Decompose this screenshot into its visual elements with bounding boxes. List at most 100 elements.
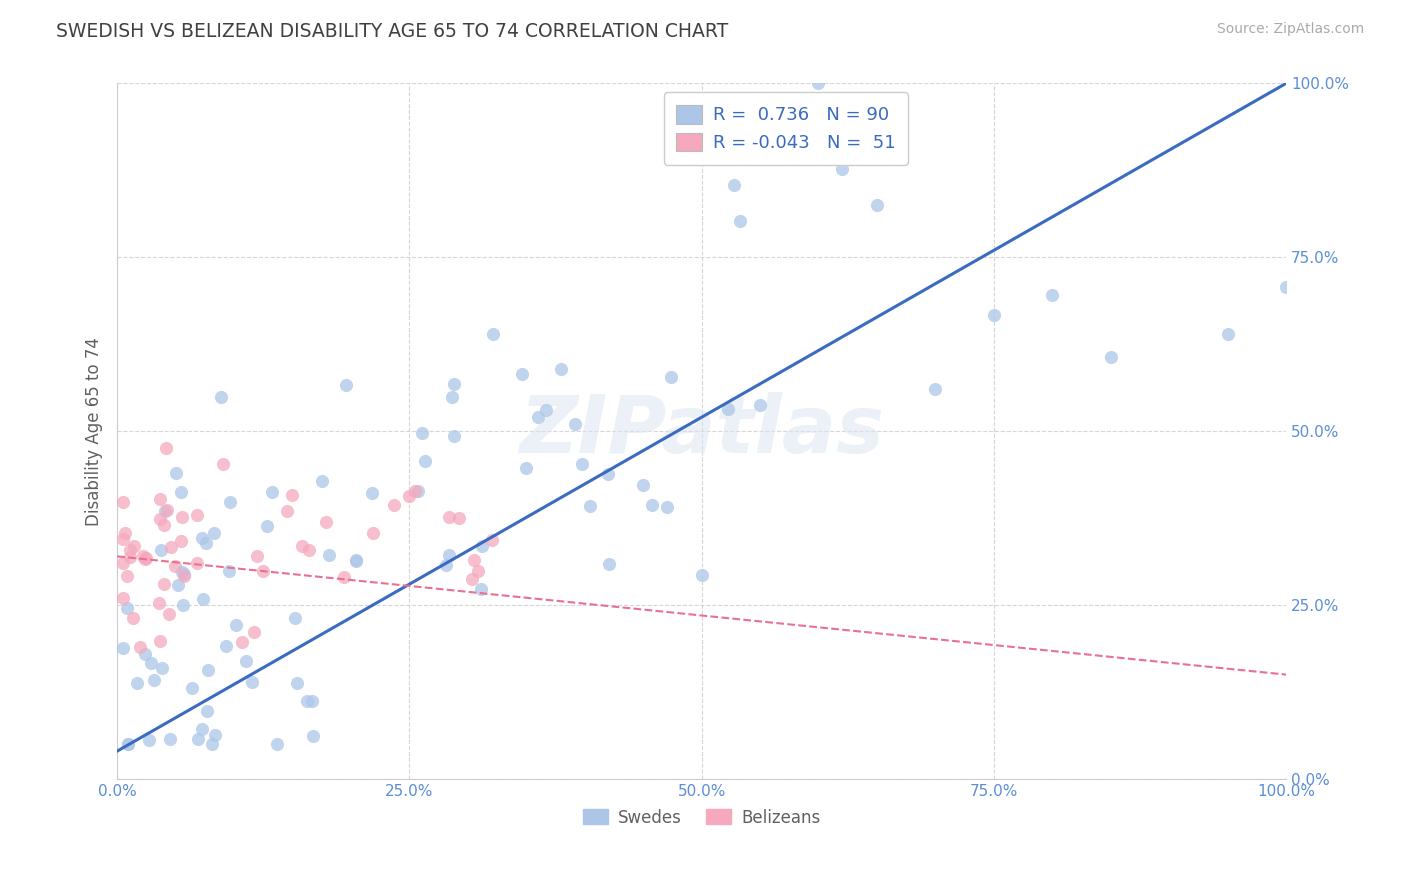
Point — [252, 565, 274, 579]
Point — [550, 362, 572, 376]
Point — [152, 577, 174, 591]
Point — [471, 539, 494, 553]
Point — [204, 728, 226, 742]
Point — [167, 577, 190, 591]
Point — [142, 673, 165, 687]
Point — [170, 534, 193, 549]
Point — [924, 382, 946, 396]
Point — [112, 556, 135, 570]
Point — [831, 161, 853, 176]
Point — [807, 77, 830, 91]
Point — [866, 198, 889, 212]
Point — [112, 591, 135, 605]
Point — [413, 454, 436, 468]
Point — [127, 676, 149, 690]
Text: ZIPatlas: ZIPatlas — [519, 392, 884, 470]
Point — [1275, 280, 1298, 294]
Point — [157, 607, 180, 621]
Point — [155, 441, 177, 455]
Point — [315, 515, 337, 529]
Point — [172, 510, 194, 524]
Point — [120, 542, 142, 557]
Point — [231, 635, 253, 649]
Point — [120, 549, 142, 564]
Point — [298, 542, 321, 557]
Point — [382, 498, 405, 512]
Point — [404, 483, 426, 498]
Point — [344, 554, 367, 568]
Point — [443, 376, 465, 391]
Point — [165, 558, 187, 573]
Point — [318, 548, 340, 562]
Point — [193, 591, 215, 606]
Point — [124, 539, 146, 553]
Point — [295, 694, 318, 708]
Text: SWEDISH VS BELIZEAN DISABILITY AGE 65 TO 74 CORRELATION CHART: SWEDISH VS BELIZEAN DISABILITY AGE 65 TO… — [56, 22, 728, 41]
Point — [301, 694, 323, 708]
Point — [571, 457, 593, 471]
Point — [202, 526, 225, 541]
Point — [287, 676, 309, 690]
Point — [201, 737, 224, 751]
Point — [661, 370, 683, 384]
Point — [657, 500, 679, 514]
Point — [440, 390, 463, 404]
Point — [302, 729, 325, 743]
Point — [564, 417, 586, 431]
Point — [194, 536, 217, 550]
Point — [211, 458, 233, 472]
Point — [190, 531, 212, 545]
Point — [117, 737, 139, 751]
Y-axis label: Disability Age 65 to 74: Disability Age 65 to 74 — [86, 337, 103, 525]
Point — [437, 510, 460, 524]
Point — [170, 565, 193, 579]
Point — [195, 705, 218, 719]
Point — [723, 178, 745, 192]
Point — [218, 564, 240, 578]
Point — [150, 543, 173, 558]
Point — [332, 570, 354, 584]
Point — [170, 485, 193, 500]
Point — [463, 553, 485, 567]
Point — [172, 598, 194, 612]
Point — [122, 610, 145, 624]
Point — [128, 640, 150, 655]
Point — [115, 569, 138, 583]
Point — [447, 511, 470, 525]
Point — [470, 582, 492, 596]
Point — [510, 368, 533, 382]
Point — [481, 533, 503, 548]
Point — [197, 663, 219, 677]
Point — [262, 484, 284, 499]
Point — [159, 731, 181, 746]
Point — [148, 512, 170, 526]
Point — [115, 601, 138, 615]
Point — [291, 539, 314, 553]
Point — [243, 624, 266, 639]
Point — [134, 551, 156, 566]
Point — [266, 737, 288, 751]
Point — [439, 549, 461, 563]
Point — [631, 478, 654, 492]
Point — [218, 495, 240, 509]
Point — [112, 532, 135, 546]
Point — [186, 556, 208, 570]
Point — [361, 525, 384, 540]
Point — [225, 618, 247, 632]
Point — [214, 640, 236, 654]
Point — [335, 378, 357, 392]
Point — [467, 564, 489, 578]
Point — [256, 519, 278, 533]
Point — [281, 488, 304, 502]
Point — [235, 655, 257, 669]
Point — [160, 540, 183, 554]
Point — [1216, 326, 1239, 341]
Point — [690, 567, 713, 582]
Point — [112, 494, 135, 508]
Point — [149, 491, 172, 506]
Point — [246, 549, 269, 563]
Point — [148, 634, 170, 648]
Point — [138, 732, 160, 747]
Point — [191, 723, 214, 737]
Point — [983, 309, 1005, 323]
